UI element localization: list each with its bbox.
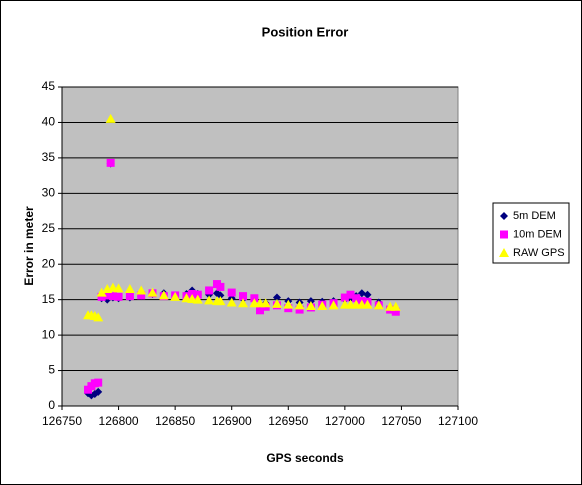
point [363, 290, 372, 299]
point [147, 287, 158, 297]
point [239, 292, 248, 301]
point [124, 284, 135, 294]
point [362, 299, 373, 309]
x-tick-label: 127000 [325, 414, 365, 428]
point [125, 292, 134, 301]
point [317, 301, 328, 311]
point [390, 301, 401, 311]
y-tick-label: 35 [42, 150, 56, 164]
point [204, 295, 215, 305]
point [271, 298, 282, 308]
point [94, 387, 103, 396]
legend-label: 5m DEM [513, 210, 556, 222]
legend-label: 10m DEM [513, 228, 562, 240]
point [305, 301, 316, 311]
point [96, 287, 107, 297]
point [373, 300, 384, 310]
x-tick-label: 126800 [99, 414, 139, 428]
x-tick-label: 126750 [42, 414, 82, 428]
y-tick-label: 20 [42, 256, 56, 270]
point [283, 299, 294, 309]
y-tick-label: 10 [42, 327, 56, 341]
point [94, 378, 103, 387]
point [136, 285, 147, 295]
point [205, 286, 214, 295]
chart-title: Position Error [262, 24, 349, 39]
plot-area [61, 86, 459, 407]
point [227, 288, 236, 297]
y-tick-label: 30 [42, 186, 56, 200]
point [93, 312, 104, 322]
y-tick-label: 0 [48, 398, 55, 412]
x-axis-label: GPS seconds [266, 451, 344, 465]
legend-label: RAW GPS [513, 247, 565, 259]
point [106, 158, 115, 167]
x-tick-label: 127050 [381, 414, 421, 428]
legend-marker [500, 212, 508, 220]
point [114, 292, 123, 301]
point [216, 291, 225, 300]
point [272, 293, 281, 302]
x-tick-label: 126950 [268, 414, 308, 428]
x-tick-label: 126900 [212, 414, 252, 428]
point [328, 300, 339, 310]
y-tick-label: 25 [42, 221, 56, 235]
point [215, 296, 226, 306]
point [294, 300, 305, 310]
legend-marker [499, 248, 509, 257]
legend-marker [500, 230, 508, 239]
point [158, 290, 169, 300]
point [226, 297, 237, 307]
y-tick-label: 45 [42, 79, 56, 93]
point [113, 283, 124, 293]
point [260, 298, 271, 308]
point [216, 282, 225, 291]
x-tick-label: 127100 [438, 414, 478, 428]
y-tick-label: 15 [42, 292, 56, 306]
point [105, 113, 116, 123]
x-tick-label: 126850 [155, 414, 195, 428]
y-tick-label: 5 [48, 363, 55, 377]
point [238, 298, 249, 308]
point [170, 291, 181, 301]
point [192, 294, 203, 304]
y-tick-label: 40 [42, 115, 56, 129]
y-axis-label: Error in meter [22, 206, 36, 286]
